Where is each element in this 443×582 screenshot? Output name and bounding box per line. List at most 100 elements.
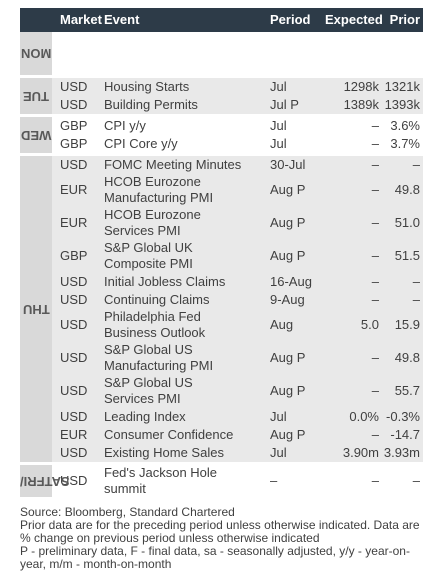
day-cell: FRI/SAT	[20, 461, 70, 497]
period: Aug P	[265, 341, 325, 375]
event: CPI y/y	[100, 113, 265, 135]
day-label: THU	[22, 301, 50, 317]
event: Fed's Jackson Hole summit	[100, 461, 265, 497]
expected: –	[325, 173, 383, 207]
day-label-line: WED	[20, 127, 52, 143]
prior: 3.93m	[383, 443, 423, 463]
day-label-line: MON	[20, 46, 52, 62]
row: EUR Consumer Confidence Aug P – -14.7	[20, 425, 423, 444]
event-line: Business Outlook	[104, 325, 206, 340]
calendar: Market Event Period Expected Prior MON TU…	[20, 8, 423, 497]
market: USD	[52, 290, 100, 309]
market: GBP	[60, 135, 88, 151]
footnotes: Source: Bloomberg, Standard Chartered Pri…	[20, 506, 430, 571]
prior: 49.8	[383, 341, 423, 375]
event: Philadelphia Fed Business Outlook	[100, 308, 265, 342]
day-label: MON	[20, 46, 52, 62]
day-cell: TUE	[20, 74, 52, 115]
prior: –	[383, 461, 423, 497]
row: USD S&P Global US Manufacturing PMI Aug P –4…	[20, 341, 423, 375]
expected: 1298k	[325, 74, 383, 96]
event-line: CPI Core y/y	[104, 135, 178, 151]
prior: 1393k	[383, 95, 423, 115]
prior: 3.6%	[383, 113, 423, 135]
event: HCOB Eurozone Services PMI	[100, 206, 265, 240]
period: Aug P	[265, 239, 325, 273]
market: USD	[52, 341, 100, 375]
period: Jul	[265, 443, 325, 463]
row: USD Building Permits Jul P 1389k 1393k	[20, 95, 423, 115]
event-line: Fed's Jackson Hole	[104, 464, 218, 480]
period: 30-Jul	[265, 152, 325, 174]
expected: –	[325, 341, 383, 375]
row: MON	[20, 32, 423, 76]
event: Leading Index	[100, 407, 265, 426]
header-day	[20, 8, 52, 32]
event: Continuing Claims	[100, 290, 265, 309]
period: Jul	[265, 113, 325, 135]
prior: –	[383, 272, 423, 291]
market: USD	[52, 74, 100, 96]
expected: –	[325, 272, 383, 291]
day-cell: WED	[20, 113, 52, 154]
event-line: Philadelphia Fed	[104, 309, 201, 324]
event: S&P Global UK Composite PMI	[100, 239, 265, 273]
event-line: Initial Jobless Claims	[104, 273, 226, 289]
event: S&P Global US Services PMI	[100, 374, 265, 408]
market: USD	[52, 407, 100, 426]
event: CPI Core y/y	[100, 135, 265, 155]
market: USD	[52, 308, 100, 342]
day-label-line: TUE	[23, 88, 49, 104]
expected: –	[371, 135, 379, 151]
row: GBP CPI Core y/y Jul –3.7%	[20, 135, 423, 155]
expected: –	[325, 239, 383, 273]
market: EUR	[52, 206, 100, 240]
event: HCOB Eurozone Manufacturing PMI	[100, 173, 265, 207]
event: S&P Global US Manufacturing PMI	[100, 341, 265, 375]
period: Aug P	[265, 425, 325, 444]
market: USD	[52, 443, 100, 463]
prior: 51.0	[383, 206, 423, 240]
expected: 5.0	[325, 308, 383, 342]
row: USD S&P Global US Services PMI Aug P –55.7	[20, 374, 423, 408]
market: EUR	[52, 173, 100, 207]
expected: 3.90m	[325, 443, 383, 463]
market: USD	[52, 95, 100, 115]
footnote: Prior data are for the preceding period …	[20, 518, 420, 545]
header-cell: Prior	[383, 8, 423, 32]
prior: 55.7	[383, 374, 423, 408]
event-line: CPI y/y	[104, 117, 146, 133]
day-label-line: THU	[22, 301, 50, 317]
event: Consumer Confidence	[100, 425, 265, 444]
expected: 1389k	[325, 95, 383, 115]
row: WED GBP CPI y/y Jul –3.6%	[20, 113, 423, 154]
expected: –	[325, 206, 383, 240]
period: Jul	[265, 407, 325, 426]
market: USD	[52, 461, 100, 497]
market: GBP	[52, 113, 100, 135]
row: FRI/SAT USD Fed's Jackson Hole summit – – –	[20, 461, 423, 497]
period: Aug P	[265, 206, 325, 240]
prior: 15.9	[383, 308, 423, 342]
day-label: FRI/SAT	[20, 474, 70, 489]
period: –	[265, 461, 325, 497]
row: USD Continuing Claims 9-Aug – –	[20, 290, 423, 309]
event-line: S&P Global US	[104, 342, 193, 357]
row: EUR HCOB Eurozone Services PMI Aug P –51.0	[20, 206, 423, 240]
event-line: HCOB Eurozone	[104, 207, 201, 222]
row: GBP S&P Global UK Composite PMI Aug P –51.5	[20, 239, 423, 273]
prior: 1321k	[383, 74, 423, 96]
period: 16-Aug	[265, 272, 325, 291]
period: Aug P	[265, 173, 325, 207]
prior: 3.7%	[390, 135, 420, 151]
expected: –	[325, 113, 383, 135]
day-cell: MON	[20, 32, 52, 76]
market: USD	[52, 272, 100, 291]
event-line: Existing Home Sales	[104, 444, 224, 460]
day-cell: THU	[20, 152, 52, 463]
calendar-table: Market Event Period Expected Prior MON TU…	[20, 8, 423, 497]
period: Aug	[265, 308, 325, 342]
event-line: S&P Global US	[104, 375, 193, 390]
header-row: Market Event Period Expected Prior	[20, 8, 423, 32]
row: USD Existing Home Sales Jul 3.90m 3.93m	[20, 443, 423, 463]
